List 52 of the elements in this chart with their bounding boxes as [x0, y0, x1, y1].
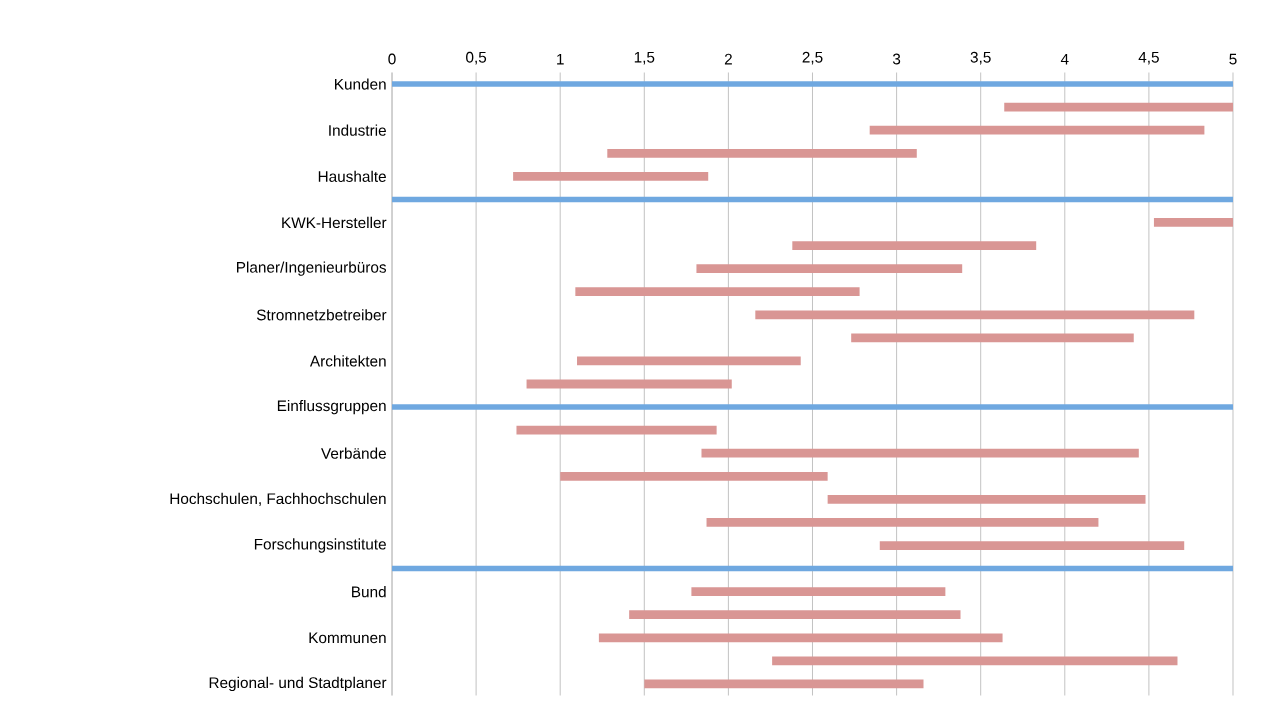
- x-tick-label: 0: [388, 53, 396, 65]
- bar: [598, 633, 1003, 643]
- bar: [755, 310, 1195, 320]
- x-tick-label: 0,5: [466, 51, 487, 65]
- bar: [691, 587, 946, 597]
- bar: [629, 610, 961, 620]
- x-tick-label: 1: [557, 53, 564, 65]
- y-tick-label: Bund: [352, 586, 386, 598]
- bar: [575, 287, 860, 297]
- bar: [869, 125, 1205, 135]
- bar: [879, 541, 1185, 550]
- bar: [392, 404, 1233, 410]
- bar: [513, 171, 709, 181]
- x-tick-label: 5: [1229, 53, 1237, 65]
- x-tick-label: 1,5: [634, 51, 655, 65]
- bar: [392, 565, 1233, 572]
- x-tick-label: 2: [724, 53, 732, 65]
- bar: [772, 656, 1178, 666]
- y-tick-label: Verbände: [321, 447, 386, 459]
- bar: [1153, 218, 1233, 227]
- bar: [392, 81, 1233, 87]
- bar: [607, 148, 917, 158]
- x-tick-label: 4: [1060, 53, 1069, 65]
- y-tick-label: Architekten: [309, 355, 386, 367]
- y-tick-label: Forschungsinstitute: [254, 538, 386, 553]
- y-tick-label: Regional- und Stadtplaner: [209, 676, 387, 692]
- y-tick-label: Einflussgruppen: [277, 399, 386, 415]
- y-tick-label: Planer/Ingenieurbüros: [237, 261, 387, 276]
- bar: [696, 264, 963, 274]
- bar: [560, 471, 828, 481]
- bar: [827, 494, 1146, 504]
- bar: [392, 196, 1233, 203]
- y-tick-label: KWK-Hersteller: [282, 216, 387, 229]
- y-tick-label: Kunden: [335, 78, 386, 90]
- bar: [851, 333, 1134, 343]
- x-tick-label: 4,5: [1138, 51, 1159, 65]
- x-tick-label: 2,5: [802, 51, 823, 65]
- bar: [577, 356, 801, 366]
- y-tick-label: Kommunen: [309, 632, 386, 644]
- y-tick-label: Haushalte: [318, 170, 386, 182]
- x-tick-label: 3: [892, 53, 901, 65]
- bar: [706, 518, 1099, 527]
- bar: [526, 379, 732, 389]
- y-tick-label: Hochschulen, Fachhochschulen: [170, 492, 386, 506]
- bar: [792, 241, 1037, 250]
- bar: [701, 448, 1139, 458]
- bar: [516, 425, 717, 435]
- y-tick-label: Industrie: [329, 124, 386, 136]
- bar: [644, 679, 924, 689]
- y-tick-label: Stromnetzbetreiber: [256, 309, 387, 321]
- x-tick-label: 3,5: [970, 51, 991, 65]
- bar: [1004, 102, 1233, 112]
